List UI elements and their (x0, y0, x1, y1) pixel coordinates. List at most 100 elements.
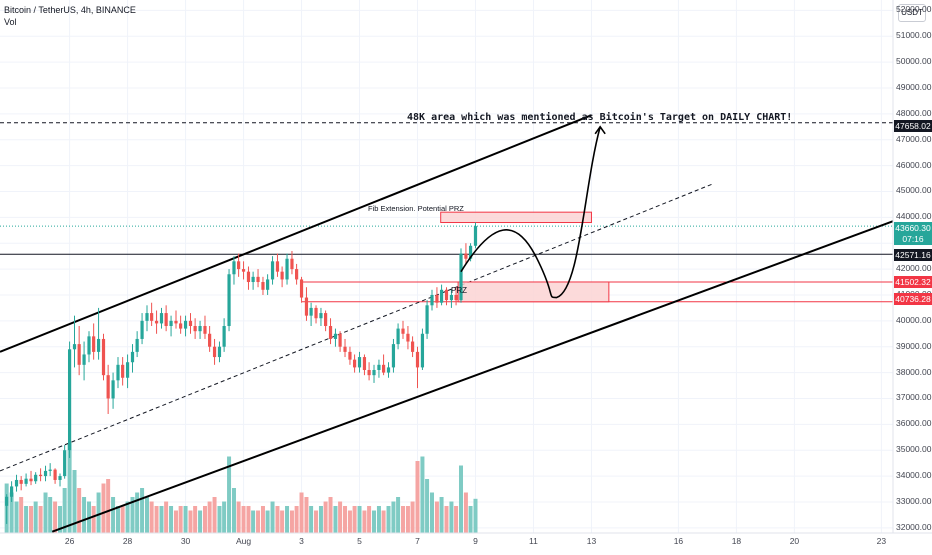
date-tick: 30 (180, 536, 191, 546)
candle-body (377, 364, 381, 370)
volume-bar (367, 506, 372, 533)
candle-body (19, 479, 23, 484)
candle-body (43, 470, 48, 477)
candle-body (420, 333, 425, 368)
candle-body (121, 364, 125, 378)
candle-body (444, 289, 449, 301)
candle-body (386, 367, 391, 373)
price-tick: 46000.00 (896, 159, 932, 170)
candle-body (135, 338, 139, 352)
volume-bar (9, 492, 14, 533)
candle-body (362, 357, 367, 370)
candle-body (304, 297, 309, 316)
price-tick: 34000.00 (896, 470, 932, 481)
price-tick: 52000.00 (896, 4, 932, 15)
candle-body (77, 344, 81, 365)
volume-bar (294, 506, 299, 533)
candle-body (140, 320, 144, 339)
candle-body (92, 336, 96, 352)
volume-bar (434, 501, 439, 533)
price-tick: 38000.00 (896, 366, 932, 377)
candle-body (130, 351, 135, 363)
candle-body (367, 369, 371, 376)
volume-bar (164, 501, 169, 533)
volume-bar (270, 501, 275, 533)
prz-label: PRZ (451, 286, 467, 295)
volume-bar (372, 510, 377, 533)
volume-label: Vol (4, 17, 17, 27)
channel-lower-line (51, 220, 894, 533)
volume-bar (444, 506, 449, 533)
price-tick: 48000.00 (896, 107, 932, 118)
date-tick: 13 (586, 536, 597, 546)
volume-bar (236, 501, 241, 533)
candle-body (96, 338, 101, 352)
candle-body (410, 341, 415, 352)
candle-body (217, 346, 222, 358)
candle-body (299, 279, 304, 298)
volume-bar (323, 501, 328, 533)
volume-bar (33, 501, 38, 533)
volume-bar (458, 465, 463, 533)
volume-bar (169, 506, 174, 533)
volume-bar (454, 506, 459, 533)
volume-bar (362, 510, 367, 533)
candle-body (29, 478, 33, 482)
date-tick: 20 (789, 536, 800, 546)
date-tick: 7 (415, 536, 420, 546)
volume-bar (19, 497, 24, 533)
candle-body (328, 326, 333, 339)
candle-body (9, 486, 14, 497)
candle-body (261, 282, 265, 290)
volume-bar (96, 492, 101, 533)
volume-bar (289, 510, 294, 533)
last-price-label: 43660.30 (894, 222, 932, 234)
volume-bar (202, 506, 207, 533)
volume-bar (309, 506, 314, 533)
price-tick: 39000.00 (896, 340, 932, 351)
volume-bar (222, 501, 227, 533)
volume-bar (328, 497, 333, 533)
candle-body (183, 320, 188, 329)
candle-body (53, 469, 57, 480)
candle-body (309, 307, 313, 316)
volume-bar (101, 483, 106, 533)
volume-bar (473, 498, 478, 533)
candle-body (48, 469, 52, 471)
black-line-price-label: 42571.16 (894, 249, 932, 261)
candle-body (24, 478, 28, 484)
candle-body (459, 253, 463, 301)
candle-body (212, 346, 217, 358)
volume-bar (188, 510, 193, 533)
candle-body (87, 336, 91, 355)
candle-body (174, 320, 178, 324)
volume-bar (111, 497, 116, 533)
volume-bar (193, 506, 198, 533)
volume-bar (183, 506, 188, 533)
candle-body (435, 294, 439, 303)
candle-body (34, 474, 38, 482)
volume-bar (140, 488, 145, 533)
date-tick: 5 (357, 536, 362, 546)
volume-bar (43, 492, 48, 533)
volume-bar (425, 479, 430, 533)
candle-body (154, 320, 159, 324)
fib-extension-zone (440, 211, 592, 224)
volume-bar (77, 488, 82, 533)
symbol-title: Bitcoin / TetherUS, 4h, BINANCE (4, 5, 136, 15)
candle-body (406, 333, 410, 342)
volume-bar (217, 506, 222, 533)
volume-bar (154, 506, 159, 533)
candle-body (67, 349, 72, 451)
candle-body (169, 320, 173, 327)
volume-bar (280, 510, 285, 533)
candle-body (372, 369, 376, 376)
currency-button[interactable]: USDT (898, 4, 926, 22)
volume-bar (14, 501, 19, 533)
candle-body (401, 328, 405, 334)
volume-bar (67, 443, 72, 533)
candle-body (415, 351, 420, 368)
candle-body (266, 279, 270, 290)
